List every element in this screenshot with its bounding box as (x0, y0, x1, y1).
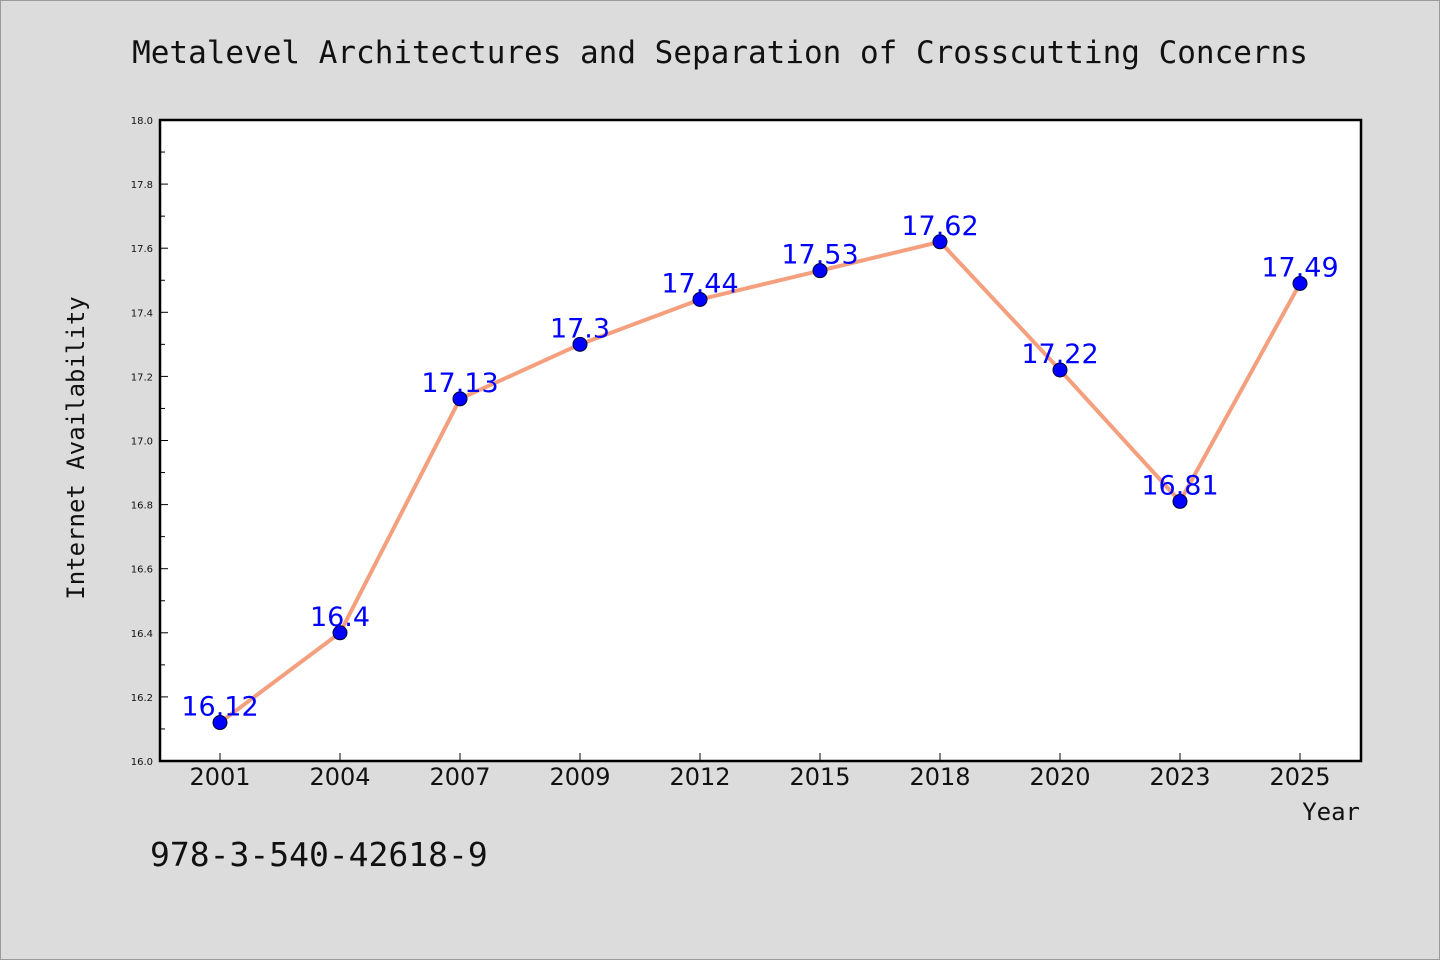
x-axis-label: Year (1302, 798, 1360, 826)
y-tick-label: 16.4 (131, 629, 153, 640)
data-point (1052, 362, 1068, 378)
data-label: 17.22 (1021, 339, 1098, 370)
y-tick-label: 18.0 (131, 116, 153, 127)
y-tick-label: 16.8 (131, 501, 153, 512)
data-point (1292, 275, 1308, 291)
x-tick-label: 2018 (909, 763, 970, 791)
data-point (452, 391, 468, 407)
x-axis-ticks: 2001 2004 2007 2009 2012 2015 2018 2020 2023 2025 (189, 753, 1331, 791)
y-tick-label: 16.0 (131, 757, 153, 768)
data-label: 16.12 (181, 692, 258, 723)
y-tick-label: 16.2 (131, 693, 153, 704)
chart-title: Metalevel Architectures and Separation o… (132, 35, 1308, 71)
data-label: 17.53 (781, 240, 858, 271)
data-label: 17.49 (1261, 252, 1338, 283)
data-point (812, 263, 828, 279)
data-point (1172, 493, 1188, 509)
plot-area (160, 120, 1361, 761)
data-point (932, 234, 948, 250)
data-label: 16.4 (310, 602, 370, 633)
x-tick-label: 2012 (669, 763, 730, 791)
data-point (332, 625, 348, 641)
y-tick-label: 17.2 (131, 372, 153, 383)
series-group: 16.12 16.4 17.13 17.3 17.44 17.53 17.62 17.22 16… (181, 211, 1339, 731)
y-tick-label: 16.6 (131, 565, 153, 576)
data-point (692, 291, 708, 307)
x-tick-label: 2001 (189, 763, 250, 791)
x-tick-label: 2004 (309, 763, 370, 791)
x-tick-label: 2025 (1269, 763, 1330, 791)
series-line (218, 239, 1302, 725)
footnote-isbn: 978-3-540-42618-9 (150, 835, 488, 874)
x-tick-label: 2023 (1149, 763, 1210, 791)
data-label: 17.62 (901, 211, 978, 242)
x-tick-label: 2009 (549, 763, 610, 791)
data-point (572, 336, 588, 352)
x-tick-label: 2007 (429, 763, 490, 791)
y-tick-label: 17.6 (131, 244, 153, 255)
data-label: 17.3 (550, 313, 610, 344)
data-label: 17.13 (421, 368, 498, 399)
data-label: 16.81 (1141, 470, 1218, 501)
data-point (212, 715, 228, 731)
x-tick-label: 2015 (789, 763, 850, 791)
y-tick-label: 17.0 (131, 437, 153, 448)
y-tick-label: 17.4 (131, 308, 153, 319)
data-label: 17.44 (661, 268, 738, 299)
y-axis-ticks: 16.0 16.2 16.4 16.6 16.8 17.0 17.2 17.4 17.6 17.8… (131, 116, 168, 768)
plot-border (158, 118, 1363, 763)
y-axis-label: Internet Availability (62, 296, 90, 599)
x-tick-label: 2020 (1029, 763, 1090, 791)
y-tick-label: 17.8 (131, 180, 153, 191)
